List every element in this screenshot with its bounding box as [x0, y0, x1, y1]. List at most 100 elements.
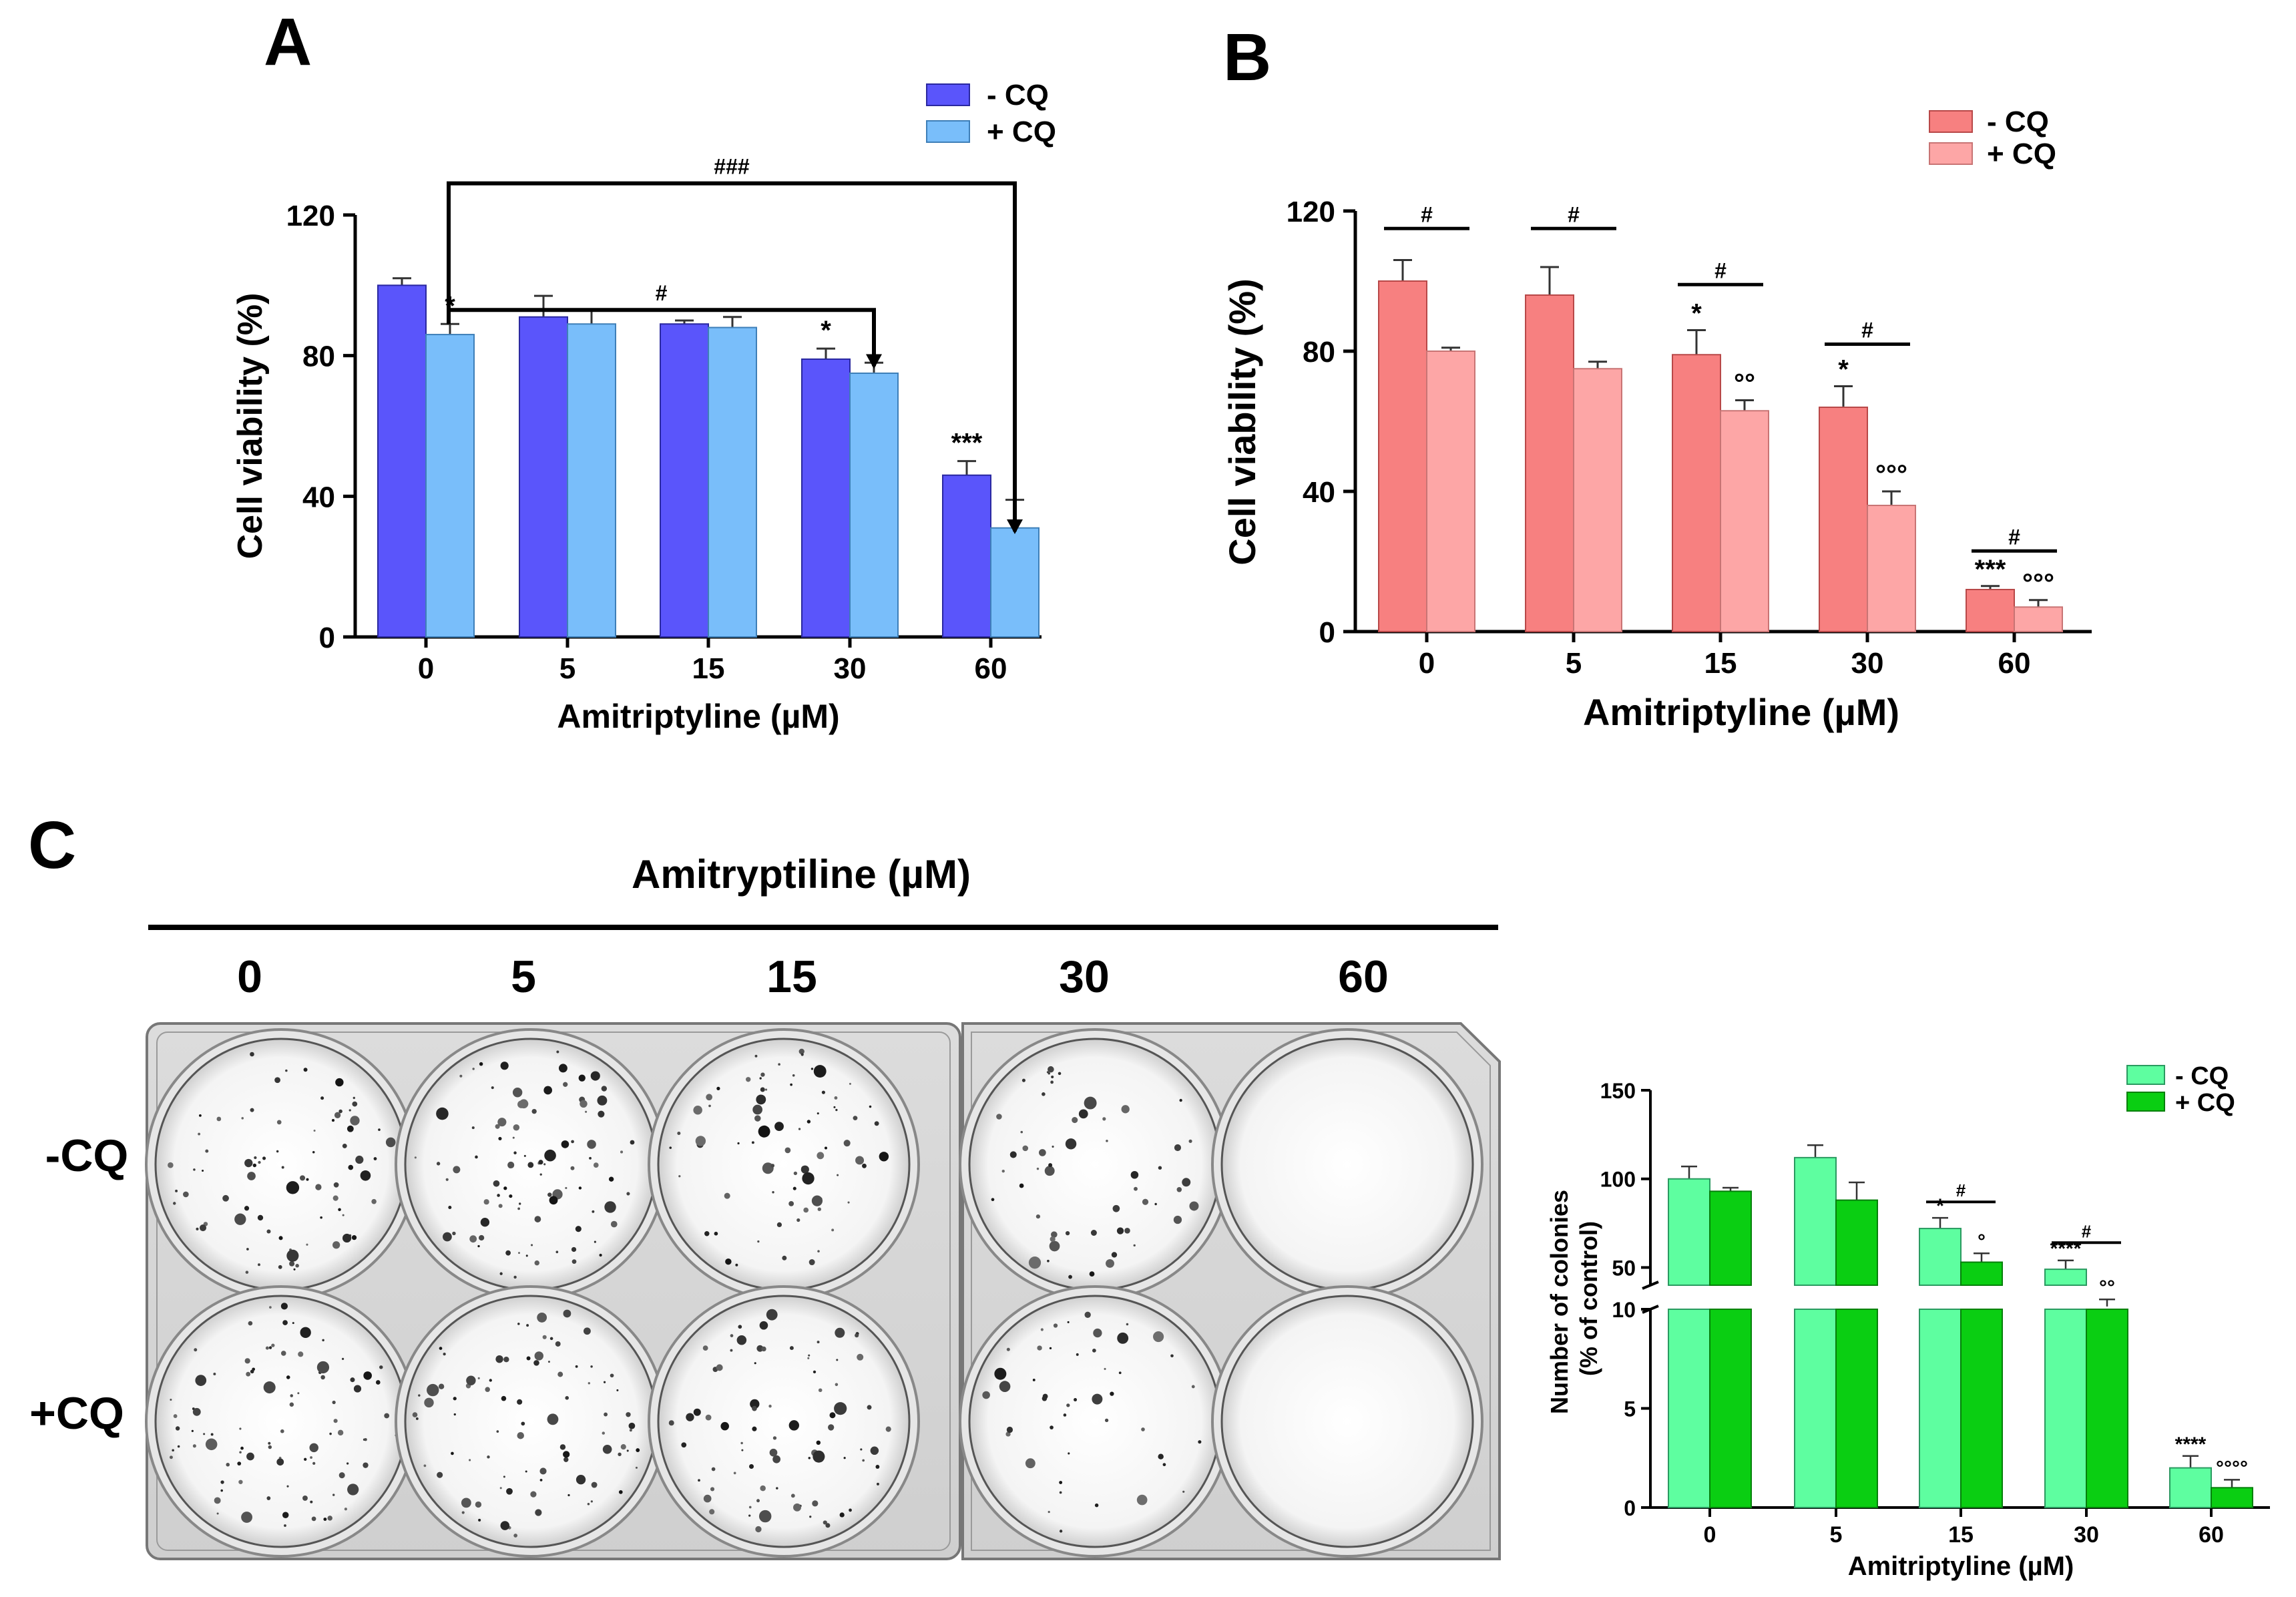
colony — [1116, 1227, 1124, 1234]
colony — [309, 1443, 318, 1453]
chart-a-bar — [990, 527, 1040, 638]
colony — [539, 1478, 543, 1481]
colony — [471, 1126, 475, 1130]
colony — [443, 1232, 452, 1242]
chart-b-bar — [1720, 410, 1769, 632]
colony — [748, 1506, 752, 1509]
colony — [760, 1072, 765, 1077]
colony — [332, 1400, 336, 1405]
colony — [1162, 1463, 1166, 1467]
colony — [1068, 1452, 1070, 1455]
colony — [533, 1360, 539, 1366]
chart-b-bar — [1426, 351, 1475, 632]
colony — [250, 1108, 254, 1112]
colony — [748, 1464, 754, 1469]
colony — [1006, 1347, 1010, 1351]
colony — [175, 1426, 180, 1431]
colony — [220, 1489, 223, 1492]
colony — [472, 1068, 475, 1070]
colony — [714, 1231, 718, 1236]
plate-row-plus-cq: +CQ — [29, 1388, 124, 1439]
colony — [384, 1413, 390, 1419]
colony — [567, 1494, 570, 1497]
colony — [705, 1414, 712, 1421]
colony — [1050, 1080, 1054, 1084]
colony — [823, 1520, 827, 1525]
colony — [347, 1462, 349, 1465]
chart-c-xtick-label: 5 — [1830, 1522, 1843, 1548]
colony — [571, 1259, 577, 1264]
chart-c-ylabel: Number of colonies (% of control) — [1546, 1183, 1602, 1414]
colony — [817, 1112, 819, 1115]
colony — [547, 1413, 559, 1425]
colony — [276, 1120, 282, 1125]
colony — [205, 1438, 218, 1451]
colony — [271, 1343, 275, 1347]
chart-b-ytick-label: 0 — [1319, 616, 1335, 649]
chart-a-xtick-label: 0 — [418, 652, 434, 685]
chart-b-bar — [1525, 294, 1574, 632]
colony — [630, 1140, 635, 1145]
colony — [427, 1383, 439, 1397]
colony — [1065, 1138, 1077, 1150]
colony — [738, 1325, 742, 1329]
colony — [1059, 1481, 1063, 1484]
colony — [234, 1213, 246, 1225]
colony — [1052, 1145, 1054, 1148]
colony — [616, 1389, 619, 1391]
colony — [1126, 1323, 1129, 1326]
colony — [222, 1194, 229, 1202]
colony — [290, 1394, 294, 1397]
legend-b-label-plus: + CQ — [1987, 138, 2056, 170]
colony — [748, 1514, 751, 1517]
colony — [812, 1500, 819, 1507]
colony — [1006, 1426, 1013, 1433]
colony — [331, 1119, 335, 1122]
colony — [373, 1157, 377, 1160]
colony — [282, 1320, 288, 1325]
colony — [817, 1250, 820, 1252]
colony — [347, 1484, 359, 1496]
colony — [549, 1196, 558, 1205]
colony — [752, 1426, 757, 1431]
colony — [1050, 1236, 1056, 1242]
colony — [364, 1438, 367, 1441]
colony — [202, 1169, 204, 1172]
colony — [1044, 1166, 1055, 1176]
colony — [448, 1205, 452, 1210]
colony — [281, 1166, 284, 1169]
panel-label-b: B — [1223, 20, 1271, 95]
colony — [754, 1115, 761, 1122]
colony — [836, 1359, 839, 1361]
colony — [424, 1397, 434, 1408]
colony — [1022, 1145, 1029, 1152]
colony — [1036, 1167, 1040, 1170]
colony — [994, 1367, 1007, 1380]
colony — [686, 1413, 694, 1421]
legend-a-swatch-plus — [926, 120, 970, 143]
colony — [250, 1369, 254, 1374]
colony — [1191, 1385, 1195, 1389]
colony — [1040, 1328, 1044, 1331]
colony — [280, 1429, 284, 1433]
colony — [991, 1198, 995, 1202]
colony — [789, 1346, 794, 1351]
colony — [756, 1094, 766, 1105]
chart-b-xtick-label: 60 — [1998, 647, 2031, 680]
colony — [776, 1487, 778, 1490]
colony — [278, 1236, 283, 1240]
colony — [788, 1420, 799, 1431]
colony — [776, 1222, 782, 1227]
colony — [618, 1490, 623, 1494]
colony — [169, 1455, 173, 1459]
colony — [534, 1260, 540, 1266]
colony — [772, 1455, 781, 1463]
colony — [1182, 1490, 1185, 1493]
colony-plate-panel: C Amitryptiline (µM) 0 5 15 30 60 -CQ +C… — [28, 808, 1501, 1560]
colony — [246, 1371, 251, 1377]
colony — [513, 1275, 517, 1279]
colony — [268, 1441, 271, 1445]
chart-a-ytick-label: 0 — [319, 622, 335, 654]
colony — [183, 1191, 189, 1198]
